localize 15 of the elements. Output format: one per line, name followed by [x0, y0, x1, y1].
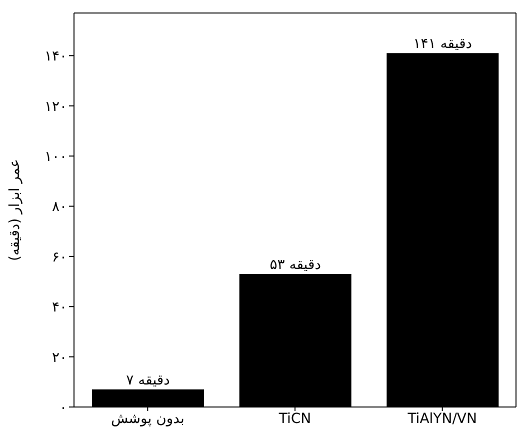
x-tick-label: TiAlYN/VN	[406, 410, 477, 427]
y-tick-label: ۱۴۰	[44, 48, 67, 65]
data-label: ۷ دقیقه	[126, 372, 170, 388]
y-tick-label: ۴۰	[52, 300, 67, 316]
y-axis-title: عمر ابزار (دقیقه)	[6, 159, 23, 261]
y-tick-label: ۶۰	[52, 249, 67, 266]
x-tick-label: TiCN	[278, 410, 312, 427]
y-tick-label: ۱۰۰	[44, 149, 67, 166]
y-tick-label: ۲۰	[52, 350, 67, 366]
data-label: ۵۳ دقیقه	[270, 256, 321, 273]
data-label: ۱۴۱ دقیقه	[413, 36, 472, 52]
x-tick-label: بدون پوشش	[110, 410, 184, 427]
y-tick-label: ۸۰	[52, 199, 67, 216]
y-tick-label: ۱۲۰	[44, 98, 67, 115]
y-tick-label: ۰	[59, 400, 67, 416]
